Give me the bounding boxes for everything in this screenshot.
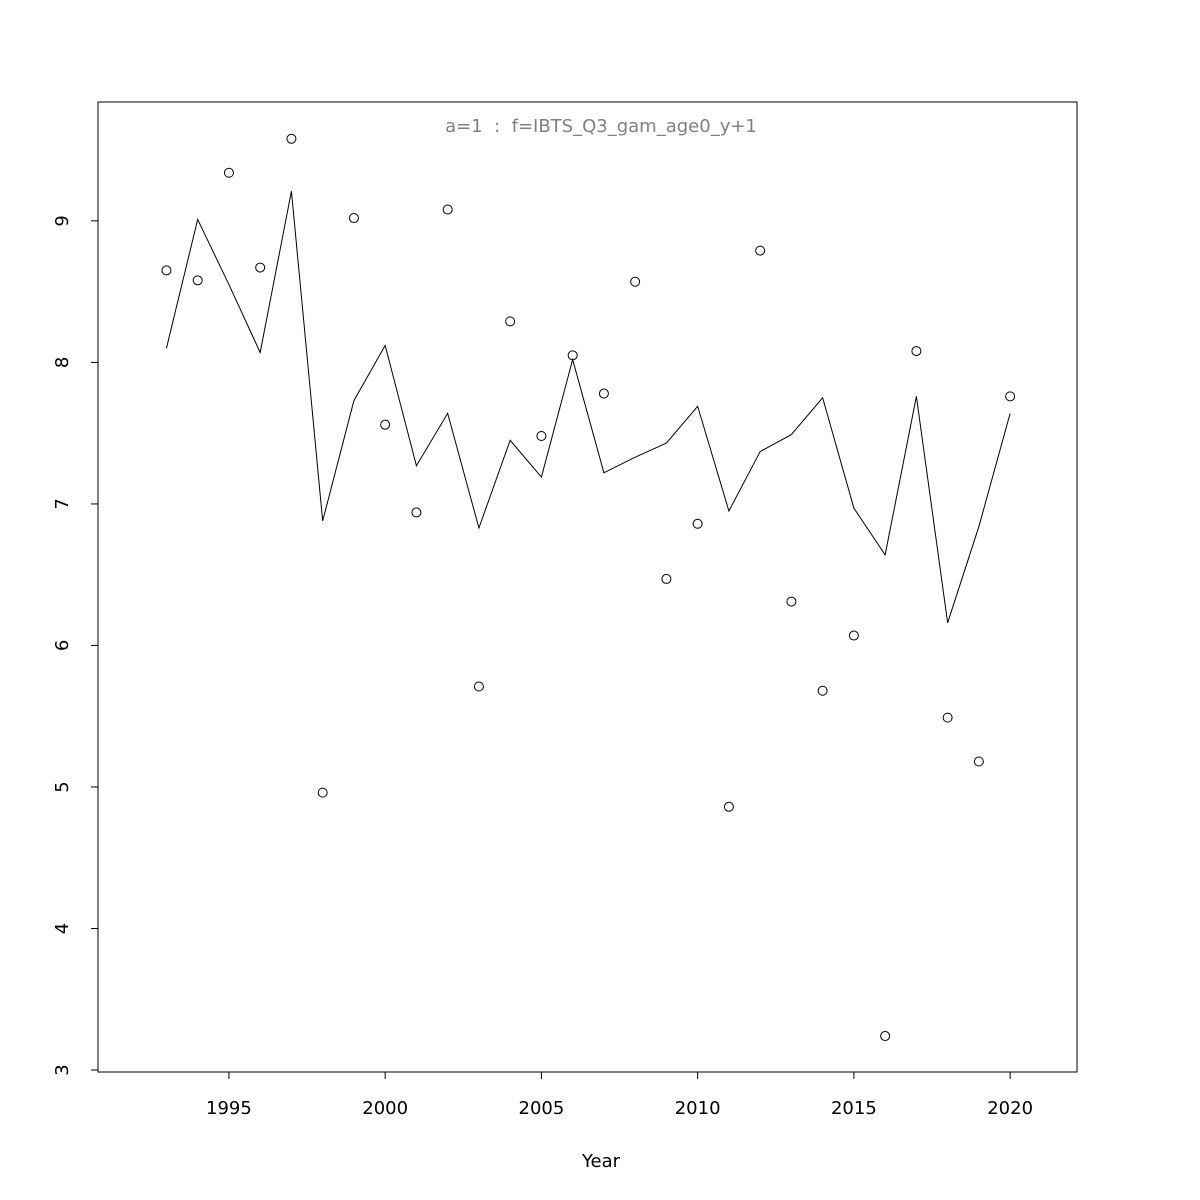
data-point xyxy=(723,801,734,812)
data-point xyxy=(223,167,234,178)
x-tick-label: 2000 xyxy=(362,1098,408,1119)
y-tick-label: 3 xyxy=(52,1064,73,1075)
data-point xyxy=(630,276,641,287)
data-point xyxy=(317,787,328,798)
data-point xyxy=(1005,391,1016,402)
data-point xyxy=(380,419,391,430)
y-tick-label: 4 xyxy=(52,923,73,934)
x-axis-label: Year xyxy=(581,1151,621,1172)
data-point xyxy=(880,1031,891,1042)
data-point xyxy=(255,262,266,273)
data-point xyxy=(817,685,828,696)
data-point xyxy=(473,681,484,692)
y-tick-label: 5 xyxy=(52,781,73,792)
data-point xyxy=(661,573,672,584)
data-point xyxy=(505,316,516,327)
data-point xyxy=(192,275,203,286)
y-tick-label: 9 xyxy=(52,215,73,226)
y-tick-label: 7 xyxy=(52,498,73,509)
x-tick-label: 1995 xyxy=(206,1098,252,1119)
data-point xyxy=(973,756,984,767)
data-point xyxy=(286,133,297,144)
x-tick-label: 2020 xyxy=(987,1098,1033,1119)
y-tick-label: 8 xyxy=(52,357,73,368)
y-tick-label: 6 xyxy=(52,640,73,651)
data-point xyxy=(536,430,547,441)
data-line xyxy=(165,191,1011,623)
x-tick-label: 2015 xyxy=(831,1098,877,1119)
data-point xyxy=(411,507,422,518)
data-point xyxy=(755,245,766,256)
data-point xyxy=(911,346,922,357)
chart-title: a=1 : f=IBTS_Q3_gam_age0_y+1 xyxy=(445,116,757,137)
data-point xyxy=(692,518,703,529)
x-tick-label: 2005 xyxy=(519,1098,565,1119)
data-point xyxy=(598,388,609,399)
data-point xyxy=(442,204,453,215)
data-point xyxy=(848,630,859,641)
data-point xyxy=(348,213,359,224)
data-point xyxy=(942,712,953,723)
data-point xyxy=(786,596,797,607)
data-point xyxy=(161,265,172,276)
plot-frame xyxy=(97,101,1078,1073)
x-tick-label: 2010 xyxy=(675,1098,721,1119)
